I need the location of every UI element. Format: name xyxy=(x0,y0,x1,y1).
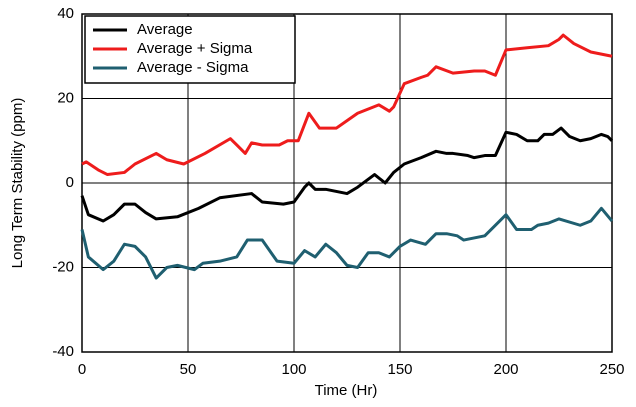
x-tick-label: 150 xyxy=(387,361,412,378)
x-tick-label: 100 xyxy=(281,361,306,378)
y-tick-label: 0 xyxy=(66,174,74,191)
line xyxy=(81,33,613,177)
legend-label: Average + Sigma xyxy=(137,40,253,57)
x-tick-label: 200 xyxy=(493,361,518,378)
line xyxy=(80,126,614,223)
x-tick-label: 50 xyxy=(180,361,197,378)
y-tick-label: 40 xyxy=(57,5,74,22)
line xyxy=(80,206,614,280)
x-axis-title: Time (Hr) xyxy=(315,382,378,399)
y-axis-title: Long Term Stability (ppm) xyxy=(9,98,26,269)
y-tick-label: -20 xyxy=(52,258,74,275)
x-tick-label: 250 xyxy=(599,361,624,378)
x-tick-label: 0 xyxy=(78,361,86,378)
legend-label: Average xyxy=(137,21,193,38)
y-tick-label: 20 xyxy=(57,89,74,106)
y-tick-label: -40 xyxy=(52,343,74,360)
legend-label: Average - Sigma xyxy=(137,59,249,76)
plot-frame xyxy=(81,13,613,353)
